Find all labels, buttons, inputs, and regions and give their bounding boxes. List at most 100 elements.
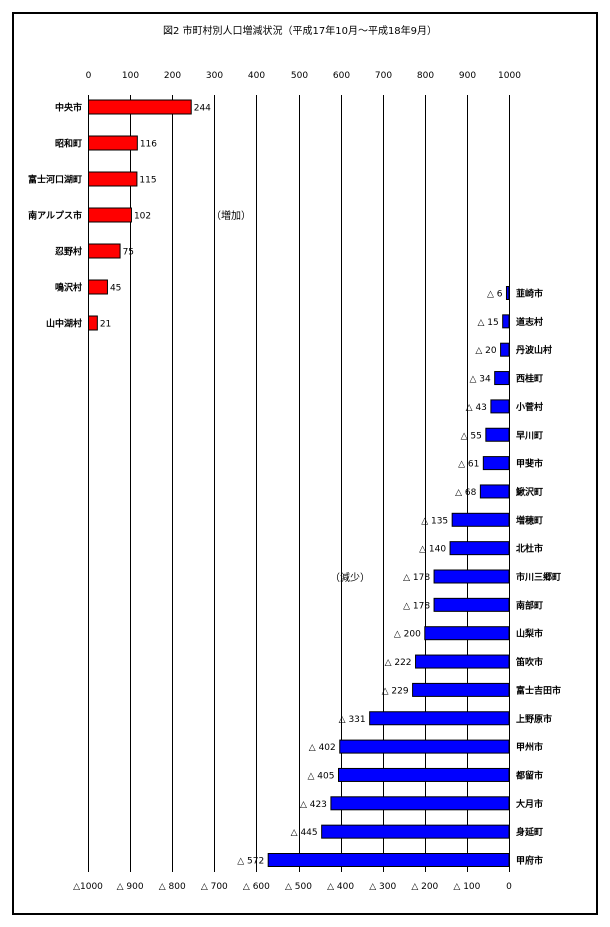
decrease-bar: [479, 484, 510, 499]
bottom-tick-label: △ 300: [369, 882, 396, 892]
decrease-bar: [502, 314, 510, 329]
decrease-category-label: 早川町: [516, 430, 543, 441]
top-tick-label: 900: [459, 71, 476, 81]
decrease-value-label: △ 55: [461, 431, 482, 441]
increase-bar: [88, 99, 192, 115]
increase-bar: [88, 207, 132, 223]
decrease-value-label: △ 61: [458, 460, 479, 470]
decrease-category-label: 西桂町: [516, 373, 543, 385]
bottom-tick-label: △ 900: [117, 882, 144, 892]
top-tick-label: 200: [164, 71, 181, 81]
bottom-axis: △1000 △ 900 △ 800 △ 700 △ 600 △ 500 △ 400 △ 300…: [73, 882, 512, 892]
decrease-bar: [490, 399, 510, 414]
increase-category-label: 中央市: [55, 102, 82, 114]
decrease-value-label: △ 572: [237, 857, 264, 867]
chart-title: 図2 市町村別人口増減状況（平成17年10月～平成18年9月）: [163, 24, 437, 37]
decrease-bar: [500, 342, 510, 357]
decrease-bar: [330, 796, 510, 811]
decrease-value-label: △ 34: [469, 375, 491, 385]
decrease-value-label: △ 68: [455, 488, 477, 498]
decrease-bar: [339, 739, 510, 754]
gridlines: [88, 95, 510, 872]
bottom-tick-label: △1000: [73, 882, 103, 892]
decrease-value-label: △ 405: [308, 771, 335, 781]
decrease-value-label: △ 402: [309, 743, 336, 753]
increase-bars: 中央市 244 昭和町 116 富士河口湖町 115 南アルプス市 102 忍野村 75 鳴沢村 45…: [28, 99, 211, 331]
increase-annotation: （増加）: [211, 209, 251, 222]
decrease-annotation: （減少）: [330, 571, 370, 584]
decrease-value-label: △ 6: [487, 290, 503, 300]
decrease-bar: [433, 569, 510, 584]
decrease-category-label: 市川三郷町: [516, 571, 561, 583]
increase-value-label: 102: [134, 212, 151, 222]
outer-frame: [12, 12, 598, 915]
increase-bar: [88, 315, 98, 331]
decrease-bar: [485, 427, 510, 442]
decrease-category-label: 増穂町: [516, 514, 543, 526]
decrease-bar: [369, 711, 510, 726]
decrease-value-label: △ 222: [385, 658, 412, 668]
increase-bar: [88, 279, 108, 295]
decrease-value-label: △ 445: [291, 828, 318, 838]
increase-category-label: 富士河口湖町: [28, 174, 82, 186]
increase-bar: [88, 171, 138, 187]
decrease-value-label: △ 331: [339, 715, 366, 725]
increase-value-label: 115: [139, 176, 156, 186]
top-tick-label: 800: [417, 71, 434, 81]
top-axis: 0 100 200 300 400 500 600 700 800 900 1000: [86, 71, 522, 81]
decrease-value-label: △ 43: [466, 403, 487, 413]
increase-bar: [88, 135, 138, 151]
top-tick-label: 0: [86, 71, 92, 81]
decrease-bar: [415, 654, 510, 669]
decrease-category-label: 山梨市: [516, 628, 543, 640]
decrease-bar: [412, 682, 510, 697]
decrease-value-label: △ 15: [477, 318, 498, 328]
decrease-bars: 韮崎市 △ 6 道志村 △ 15 丹波山村 △ 20 西桂町 △ 34 小菅村 △ 43 早川町 △ …: [237, 286, 561, 867]
increase-value-label: 21: [100, 320, 111, 330]
decrease-bar: [321, 824, 510, 839]
top-tick-label: 700: [375, 71, 392, 81]
top-tick-label: 300: [206, 71, 223, 81]
increase-value-label: 116: [140, 140, 157, 150]
decrease-category-label: 甲斐市: [516, 458, 543, 470]
decrease-bar: [505, 286, 510, 300]
decrease-value-label: △ 178: [403, 573, 430, 583]
bottom-tick-label: △ 800: [159, 882, 186, 892]
decrease-category-label: 身延町: [516, 826, 543, 838]
top-tick-label: 1000: [498, 71, 521, 81]
decrease-category-label: 大月市: [516, 798, 543, 810]
increase-value-label: 75: [123, 248, 134, 258]
increase-category-label: 南アルプス市: [28, 210, 82, 222]
top-tick-label: 600: [333, 71, 350, 81]
decrease-bar: [494, 371, 510, 386]
decrease-bar: [424, 626, 510, 641]
decrease-category-label: 甲州市: [516, 741, 543, 753]
increase-value-label: 244: [194, 104, 211, 114]
decrease-bar: [433, 597, 510, 612]
bottom-tick-label: △ 200: [411, 882, 438, 892]
decrease-category-label: 南部町: [516, 599, 543, 611]
increase-value-label: 45: [110, 284, 121, 294]
bottom-tick-label: △ 600: [243, 882, 270, 892]
decrease-value-label: △ 178: [403, 601, 430, 611]
decrease-value-label: △ 229: [382, 686, 409, 696]
decrease-category-label: 笛吹市: [515, 656, 543, 668]
decrease-category-label: 北杜市: [516, 543, 543, 555]
increase-category-label: 忍野村: [55, 246, 82, 258]
bottom-tick-label: △ 500: [285, 882, 312, 892]
decrease-category-label: 甲府市: [516, 855, 543, 867]
decrease-category-label: 上野原市: [516, 713, 552, 725]
decrease-category-label: 韮崎市: [516, 288, 543, 300]
top-tick-label: 100: [122, 71, 139, 81]
decrease-bar: [449, 541, 510, 556]
increase-category-label: 鳴沢村: [55, 282, 82, 294]
decrease-category-label: 道志村: [516, 316, 543, 328]
decrease-bar: [451, 512, 510, 527]
decrease-category-label: 丹波山村: [516, 344, 552, 356]
top-tick-label: 500: [291, 71, 308, 81]
increase-category-label: 昭和町: [55, 138, 82, 150]
decrease-category-label: 鰍沢町: [515, 486, 543, 498]
bottom-tick-label: △ 100: [453, 882, 480, 892]
